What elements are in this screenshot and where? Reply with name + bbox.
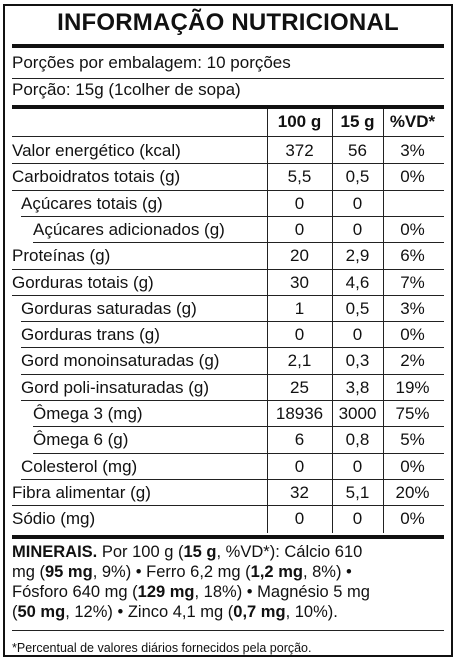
minerals-text: MINERAIS. Por 100 g (15 g, %VD*): Cálcio… [12,542,442,622]
column-divider [383,109,384,533]
portion-size: Porção: 15g (1colher de sopa) [12,80,241,99]
daily-value-percent: 19% [395,377,430,397]
footnote: *Percentual de valores diários fornecido… [12,641,312,655]
value-per-15g: 0 [352,509,363,529]
value-per-100g: 5,5 [287,167,312,187]
value-per-15g: 0 [352,219,363,239]
column-header: %VD* [389,112,436,131]
row-divider [21,478,444,480]
nutrient-label: Ômega 3 (mg) [33,404,143,423]
nutrient-label: Gorduras trans (g) [21,325,160,345]
minerals-line-1: MINERAIS. Por 100 g (15 g, %VD*): Cálcio… [12,543,363,561]
column-header: 15 g [340,112,375,131]
daily-value-percent [383,191,442,217]
row-divider [12,163,444,165]
value-per-15g: 0 [352,325,363,345]
daily-value-percent: 3% [400,298,425,318]
value-per-100g: 32 [290,482,309,502]
value-per-100g: 30 [290,272,309,292]
value-per-100g: 2,1 [287,351,312,371]
value-per-100g: 0 [294,219,305,239]
value-per-15g: 2,9 [345,246,370,266]
column-header: 100 g [277,112,322,131]
nutrient-label: Proteínas (g) [12,246,111,266]
row-divider [33,242,444,244]
row-divider [12,505,444,507]
title-divider [12,44,444,48]
daily-value-percent: 3% [400,141,425,160]
value-per-100g: 18936 [275,404,324,423]
value-per-15g: 0 [352,456,363,476]
column-divider [332,109,333,533]
value-per-15g: 0 [352,193,363,213]
nutrient-label: Carboidratos totais (g) [12,167,181,187]
table-bottom-divider [12,535,444,539]
nutrient-label: Fibra alimentar (g) [12,482,151,502]
daily-value-percent: 2% [400,351,425,371]
column-divider [267,109,268,533]
row-divider [12,294,444,296]
value-per-15g: 0,5 [345,167,370,187]
value-per-15g: 5,1 [345,482,370,502]
value-per-100g: 372 [285,141,314,160]
row-divider [21,321,444,323]
header-divider [12,136,444,137]
nutrient-label: Colesterol (mg) [21,456,138,476]
footnote-divider [12,630,444,631]
value-per-100g: 1 [294,298,305,318]
row-divider [21,347,444,349]
portion-divider [12,105,444,109]
value-per-15g: 56 [348,141,367,160]
label-title: INFORMAÇÃO NUTRICIONAL [57,9,399,36]
value-per-100g: 6 [294,430,305,450]
nutrient-label: Gorduras totais (g) [12,272,154,292]
value-per-100g: 0 [294,456,305,476]
row-divider [12,189,444,191]
value-per-100g: 0 [294,325,305,345]
value-per-15g: 3,8 [345,377,370,397]
daily-value-percent: 0% [400,325,425,345]
value-per-15g: 3000 [338,404,377,423]
row-divider [33,452,444,454]
row-divider [21,400,444,401]
nutrient-label: Valor energético (kcal) [12,141,181,160]
minerals-line-4: (50 mg, 12%) • Zinco 4,1 mg (0,7 mg, 10%… [12,603,338,621]
nutrient-label: Açúcares adicionados (g) [33,219,225,239]
daily-value-percent: 6% [400,246,425,266]
row-divider [21,373,444,375]
row-divider [21,215,444,217]
row-divider [12,268,444,270]
minerals-line-2: mg (95 mg, 9%) • Ferro 6,2 mg (1,2 mg, 8… [12,563,352,581]
nutrient-label: Ômega 6 (g) [33,430,129,450]
value-per-100g: 0 [294,193,305,213]
value-per-15g: 0,3 [345,351,370,371]
nutrient-label: Gorduras saturadas (g) [21,298,197,318]
nutrient-label: Sódio (mg) [12,509,96,529]
servings-per-package: Porções por embalagem: 10 porções [12,53,291,72]
daily-value-percent: 0% [400,219,425,239]
value-per-100g: 0 [294,509,305,529]
value-per-15g: 4,6 [345,272,370,292]
nutrient-label: Gord monoinsaturadas (g) [21,351,220,371]
value-per-15g: 0,5 [345,298,370,318]
nutrient-label: Açúcares totais (g) [21,193,163,213]
row-divider [33,426,444,428]
daily-value-percent: 0% [400,456,425,476]
daily-value-percent: 20% [395,482,430,502]
daily-value-percent: 75% [395,404,430,423]
value-per-15g: 0,8 [345,430,370,450]
daily-value-percent: 0% [400,509,425,529]
minerals-line-3: Fósforo 640 mg (129 mg, 18%) • Magnésio … [12,583,370,601]
daily-value-percent: 0% [400,167,425,187]
daily-value-percent: 7% [400,272,425,292]
nutrient-label: Gord poli-insaturadas (g) [21,377,210,397]
daily-value-percent: 5% [400,430,425,450]
value-per-100g: 25 [290,377,309,397]
servings-divider [12,78,444,79]
nutrition-label: INFORMAÇÃO NUTRICIONAL Porções por embal… [3,4,453,657]
value-per-100g: 20 [290,246,309,266]
